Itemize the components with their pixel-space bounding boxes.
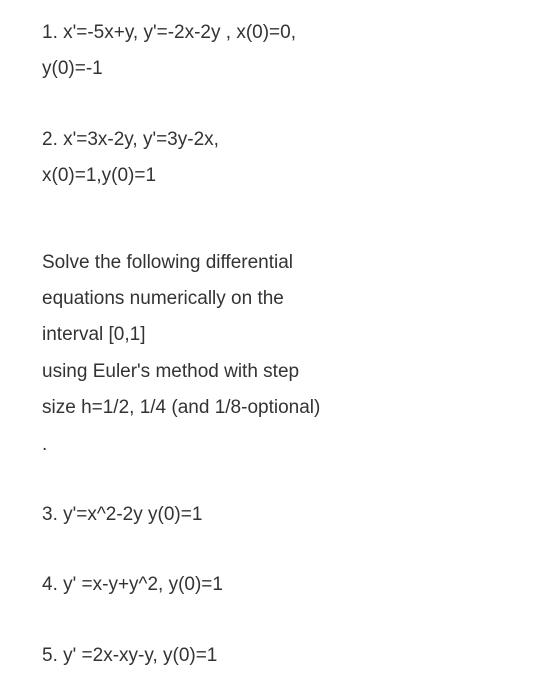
spacer: [42, 607, 519, 641]
spacer: [42, 91, 519, 125]
problem-2-line-2: x(0)=1,y(0)=1: [42, 161, 519, 191]
problem-1-line-1: 1. x'=-5x+y, y'=-2x-2y , x(0)=0,: [42, 18, 519, 48]
instructions-line-4: using Euler's method with step: [42, 357, 519, 387]
problem-2-line-1: 2. x'=3x-2y, y'=3y-2x,: [42, 125, 519, 155]
instructions-line-1: Solve the following differential: [42, 248, 519, 278]
document-page: 1. x'=-5x+y, y'=-2x-2y , x(0)=0, y(0)=-1…: [0, 0, 549, 671]
spacer: [42, 536, 519, 570]
instructions-line-5: size h=1/2, 1/4 (and 1/8-optional): [42, 393, 519, 423]
spacer: [42, 466, 519, 500]
problem-1-line-2: y(0)=-1: [42, 54, 519, 84]
spacer: [42, 198, 519, 248]
problem-4: 4. y' =x-y+y^2, y(0)=1: [42, 570, 519, 600]
instructions-line-6: .: [42, 430, 519, 460]
problem-5: 5. y' =2x-xy-y, y(0)=1: [42, 641, 519, 671]
instructions-line-3: interval [0,1]: [42, 320, 519, 350]
problem-3: 3. y'=x^2-2y y(0)=1: [42, 500, 519, 530]
instructions-line-2: equations numerically on the: [42, 284, 519, 314]
